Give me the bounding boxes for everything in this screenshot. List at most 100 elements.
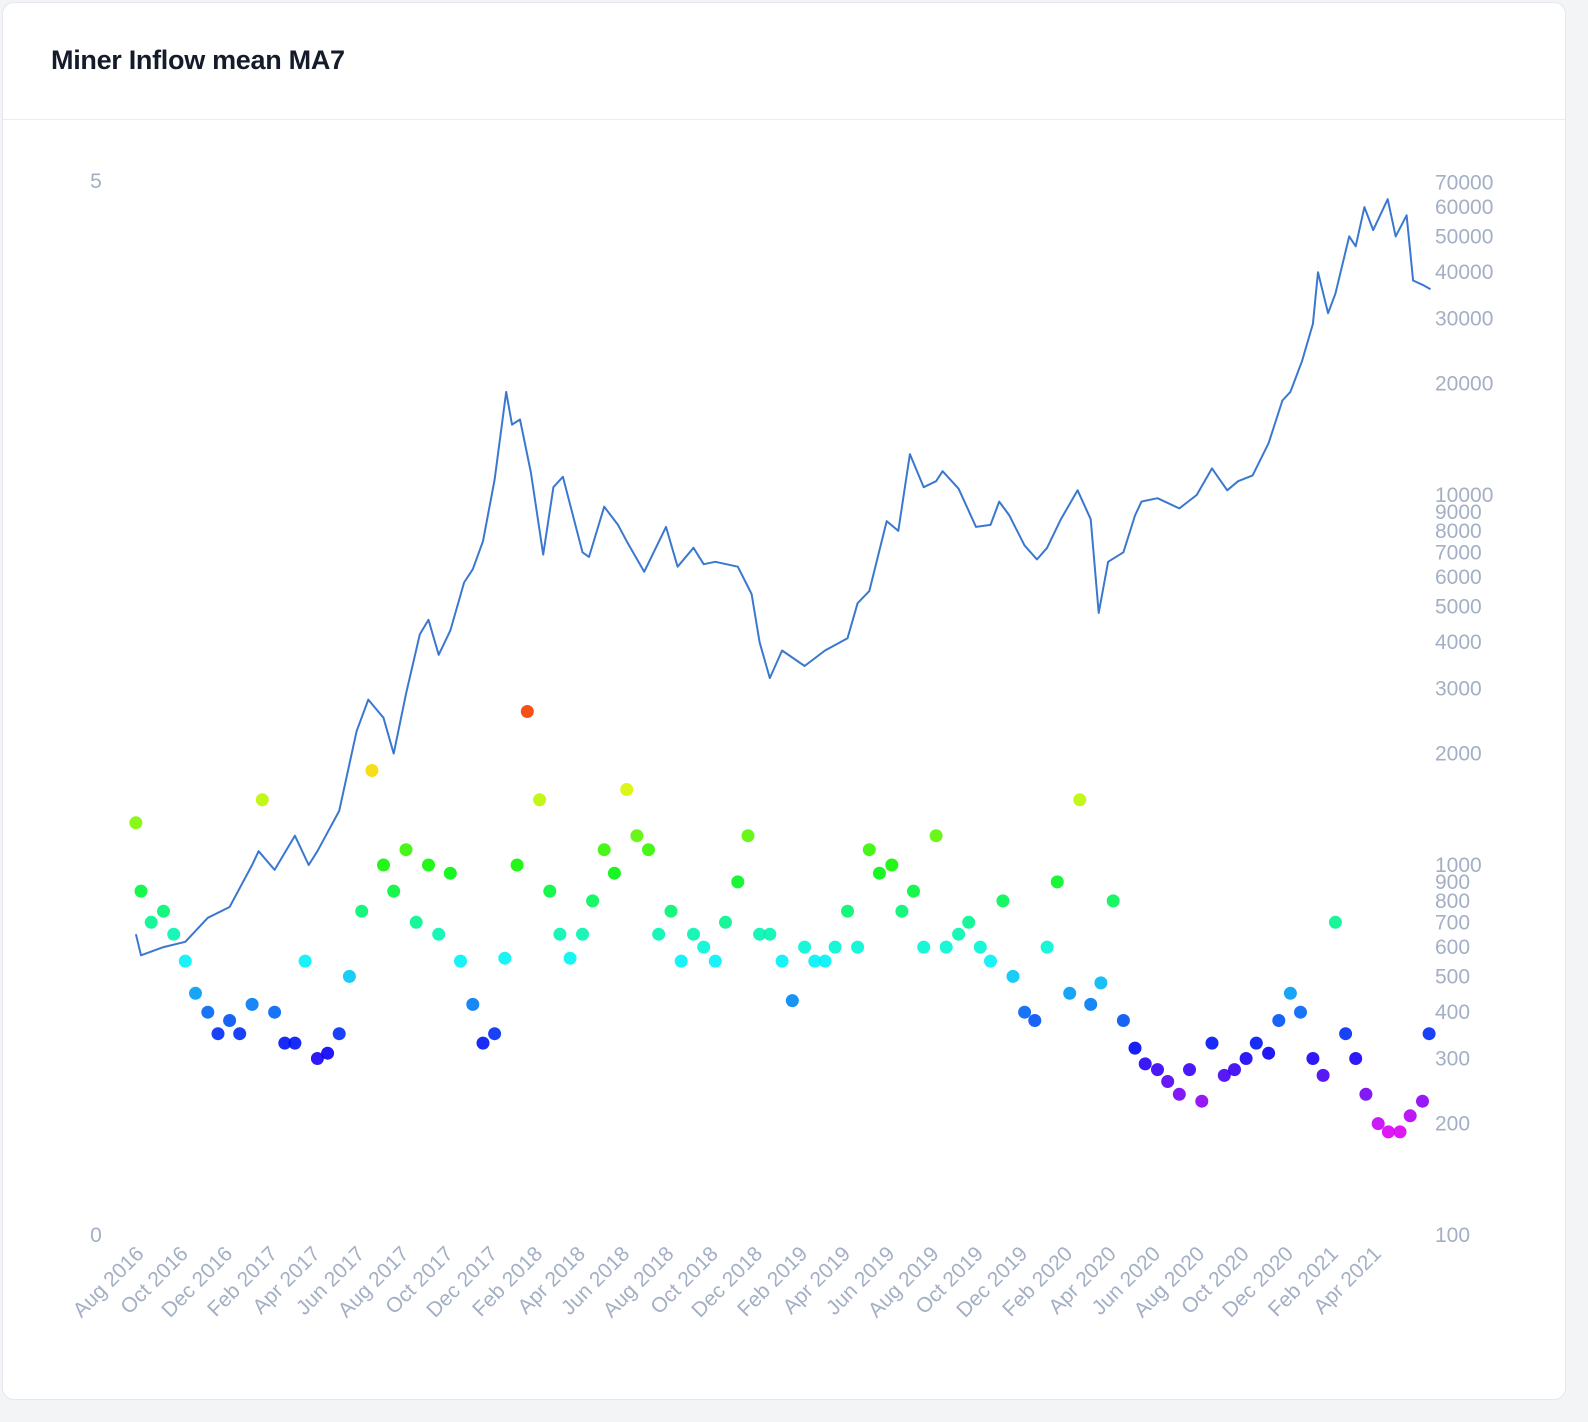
inflow-point (409, 915, 423, 929)
inflow-point (862, 843, 876, 857)
inflow-point (432, 927, 446, 941)
inflow-point (973, 940, 987, 954)
inflow-point (1262, 1046, 1276, 1060)
inflow-point (763, 927, 777, 941)
inflow-point (288, 1036, 302, 1050)
inflow-point (719, 915, 732, 929)
inflow-point (785, 994, 799, 1008)
inflow-point (984, 954, 997, 968)
right-axis-tick-label: 2000 (1435, 743, 1482, 766)
inflow-point (1349, 1052, 1363, 1065)
inflow-point (620, 783, 634, 796)
inflow-point (553, 927, 567, 941)
right-axis-tick-label: 70000 (1435, 171, 1493, 194)
inflow-point (310, 1052, 324, 1065)
inflow-point (543, 884, 557, 898)
card-header: Miner Inflow mean MA7 (3, 3, 1565, 120)
inflow-point (211, 1027, 225, 1041)
right-axis-tick-label: 800 (1435, 890, 1470, 913)
inflow-point (929, 829, 943, 843)
left-axis: 50 (90, 170, 102, 1247)
inflow-point (996, 894, 1010, 908)
inflow-point (1195, 1094, 1209, 1108)
right-axis-tick-label: 7000 (1435, 541, 1482, 564)
left-axis-tick-label: 0 (90, 1224, 102, 1247)
inflow-point (697, 940, 711, 954)
inflow-point (818, 954, 832, 968)
inflow-point (597, 843, 611, 857)
right-axis-tick-label: 300 (1435, 1047, 1470, 1070)
inflow-point (377, 858, 390, 872)
inflow-point (488, 1027, 502, 1041)
right-axis-tick-label: 10000 (1435, 484, 1493, 507)
inflow-point (1316, 1068, 1330, 1082)
inflow-point (1422, 1027, 1436, 1041)
inflow-point (422, 858, 435, 872)
right-axis-tick-label: 40000 (1435, 261, 1493, 284)
inflow-point (1228, 1063, 1241, 1077)
inflow-point (245, 997, 259, 1011)
inflow-point (576, 927, 589, 941)
inflow-point (1359, 1087, 1373, 1101)
right-axis-tick-label: 3000 (1435, 677, 1482, 700)
left-axis-tick-label: 5 (90, 170, 102, 193)
inflow-point (278, 1036, 292, 1050)
inflow-point (167, 927, 181, 941)
right-axis-tick-label: 900 (1435, 871, 1470, 894)
inflow-point (268, 1005, 282, 1019)
inflow-point (1371, 1117, 1385, 1131)
inflow-point (189, 986, 202, 1000)
inflow-point (466, 997, 480, 1011)
inflow-point (895, 904, 909, 918)
inflow-point (1040, 940, 1054, 954)
inflow-point (630, 829, 644, 843)
inflow-point (1028, 1014, 1042, 1027)
inflow-point (1205, 1036, 1219, 1050)
inflow-point (144, 915, 158, 929)
chart-plot: 50 7000060000500004000030000200001000090… (69, 170, 1494, 1322)
inflow-point (476, 1036, 490, 1050)
inflow-point (520, 705, 534, 718)
inflow-point (1084, 997, 1098, 1011)
inflow-point (652, 927, 666, 941)
inflow-point (134, 884, 148, 898)
inflow-point (157, 904, 170, 918)
inflow-scatter-series (129, 705, 1436, 1139)
price-line (134, 198, 1431, 957)
inflow-point (223, 1014, 237, 1027)
inflow-point (298, 954, 312, 968)
inflow-point (1151, 1063, 1164, 1077)
inflow-point (178, 954, 192, 968)
inflow-point (342, 969, 356, 983)
inflow-point (741, 829, 755, 843)
inflow-point (1272, 1014, 1286, 1027)
right-axis-tick-label: 600 (1435, 936, 1470, 959)
inflow-point (1018, 1005, 1032, 1019)
inflow-point (387, 884, 401, 898)
right-axis-tick-label: 60000 (1435, 196, 1493, 219)
inflow-point (1161, 1075, 1175, 1088)
right-axis-tick-label: 8000 (1435, 520, 1482, 543)
right-axis-tick-label: 400 (1435, 1001, 1470, 1024)
inflow-point (201, 1005, 215, 1019)
inflow-point (798, 940, 812, 954)
right-axis-tick-label: 50000 (1435, 225, 1493, 248)
inflow-point (851, 940, 865, 954)
inflow-point (753, 927, 767, 941)
inflow-point (321, 1046, 335, 1060)
inflow-point (1294, 1005, 1307, 1019)
inflow-point (775, 954, 789, 968)
right-axis-tick-label: 6000 (1435, 566, 1482, 589)
inflow-point (828, 940, 842, 954)
inflow-point (939, 940, 953, 954)
right-axis-tick-label: 200 (1435, 1113, 1470, 1136)
inflow-point (1328, 915, 1342, 929)
inflow-point (687, 927, 700, 941)
inflow-point (1249, 1036, 1263, 1050)
inflow-point (1183, 1063, 1196, 1077)
inflow-point (332, 1027, 346, 1041)
right-axis-tick-label: 30000 (1435, 307, 1493, 330)
inflow-point (1239, 1052, 1253, 1065)
inflow-point (498, 951, 512, 965)
